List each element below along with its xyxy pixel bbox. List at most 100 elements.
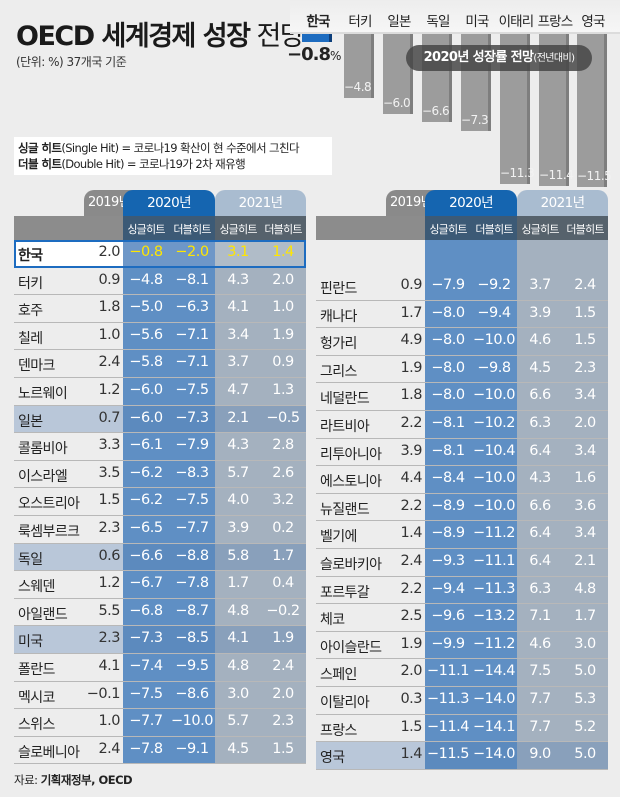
legend-double-term: 더블 히트 bbox=[18, 157, 62, 171]
value-2020-single: −6.0 bbox=[129, 409, 163, 426]
country-name: 뉴질랜드 bbox=[320, 501, 370, 518]
value-2020-double: −14.4 bbox=[473, 663, 515, 680]
value-2021-double: 1.7 bbox=[272, 547, 294, 564]
value-2021-double: 0.4 bbox=[272, 575, 294, 592]
subheader-single-2020: 싱글히트 bbox=[429, 223, 467, 236]
value-2020-single: −11.1 bbox=[427, 663, 469, 680]
value-2021-single: 7.1 bbox=[529, 608, 551, 625]
value-2020-single: −8.4 bbox=[431, 470, 465, 487]
value-2020-double: −10.0 bbox=[171, 713, 213, 730]
value-2019: 1.2 bbox=[98, 575, 120, 592]
table-rows: 핀란드 0.9 −7.9 −9.2 3.7 2.4 캐나다 1.7 −8.0 −9… bbox=[316, 240, 608, 770]
value-2021-single: 6.6 bbox=[529, 497, 551, 514]
value-2020-double: −11.3 bbox=[473, 580, 515, 597]
value-2019: 2.2 bbox=[400, 414, 422, 431]
value-2020-double: −14.1 bbox=[473, 718, 515, 735]
table-row: 스웨덴 1.2 −6.7 −7.8 1.7 0.4 bbox=[14, 571, 306, 599]
bar-label: 이태리 bbox=[498, 14, 535, 30]
value-2020-double: −7.5 bbox=[175, 492, 209, 509]
value-2020-double: −10.0 bbox=[473, 387, 515, 404]
table-row: 라트비아 2.2 −8.1 −10.2 6.3 2.0 bbox=[316, 411, 608, 439]
value-2020-single: −9.3 bbox=[431, 552, 465, 569]
value-2019: 1.8 bbox=[400, 387, 422, 404]
value-2020-single: −11.3 bbox=[427, 690, 469, 707]
table-row: 폴란드 4.1 −7.4 −9.5 4.8 2.4 bbox=[14, 654, 306, 682]
value-2021-double: −0.2 bbox=[266, 602, 300, 619]
country-name: 네덜란드 bbox=[320, 391, 370, 408]
value-2021-single: 3.7 bbox=[529, 277, 551, 293]
value-2021-double: 0.9 bbox=[272, 354, 294, 371]
table-row: 영국 1.4 −11.5 −14.0 9.0 5.0 bbox=[316, 742, 608, 770]
table-row: 미국 2.3 −7.3 −8.5 4.1 1.9 bbox=[14, 626, 306, 654]
korea-value-number: −0.8 bbox=[287, 44, 331, 65]
value-2020-single: −8.0 bbox=[431, 304, 465, 321]
bar-chart-header bbox=[290, 0, 620, 34]
value-2019: 1.5 bbox=[98, 492, 120, 509]
value-2020-single: −6.1 bbox=[129, 437, 163, 454]
legend-single-desc: (Single Hit) = 코로나19 확산이 현 수준에서 그친다 bbox=[61, 141, 299, 155]
value-2020-double: −9.5 bbox=[175, 657, 209, 674]
table-row: 노르웨이 1.2 −6.0 −7.5 4.7 1.3 bbox=[14, 378, 306, 406]
value-2021-single: 4.3 bbox=[227, 271, 249, 288]
country-name: 터키 bbox=[18, 275, 43, 292]
table-row: 룩셈부르크 2.3 −6.5 −7.7 3.9 0.2 bbox=[14, 516, 306, 544]
value-2021-double: 2.4 bbox=[574, 277, 596, 293]
table-row: 에스토니아 4.4 −8.4 −10.0 4.3 1.6 bbox=[316, 466, 608, 494]
value-2020-single: −6.5 bbox=[129, 519, 163, 536]
value-2021-single: 3.1 bbox=[227, 244, 249, 260]
table-row: 리투아니아 3.9 −8.1 −10.4 6.4 3.4 bbox=[316, 439, 608, 467]
value-2020-double: −8.8 bbox=[175, 547, 209, 564]
value-2020-single: −6.2 bbox=[129, 464, 163, 481]
header-2020: 2020년 bbox=[425, 190, 517, 216]
table-spacer bbox=[316, 240, 608, 273]
value-2020-single: −8.1 bbox=[431, 414, 465, 431]
country-name: 한국 bbox=[18, 248, 43, 264]
value-2020-single: −7.3 bbox=[129, 630, 163, 647]
table-row: 아이슬란드 1.9 −9.9 −11.2 4.6 3.0 bbox=[316, 632, 608, 660]
value-2019: 4.9 bbox=[400, 332, 422, 349]
value-2021-double: 0.2 bbox=[272, 519, 294, 536]
value-2021-double: 3.4 bbox=[574, 387, 596, 404]
value-2019: 3.3 bbox=[98, 437, 120, 454]
value-2020-double: −8.7 bbox=[175, 602, 209, 619]
value-2021-double: 5.0 bbox=[574, 663, 596, 680]
value-2021-double: 2.6 bbox=[272, 464, 294, 481]
value-2021-single: 1.7 bbox=[227, 575, 249, 592]
value-2020-single: −8.1 bbox=[431, 442, 465, 459]
korea-2020-bg bbox=[123, 242, 215, 266]
value-2021-double: 2.4 bbox=[272, 657, 294, 674]
country-name: 독일 bbox=[18, 551, 43, 568]
value-2020-single: −5.0 bbox=[129, 299, 163, 316]
country-name: 슬로바키아 bbox=[320, 556, 382, 573]
value-2020-double: −11.2 bbox=[473, 525, 515, 542]
value-2020-single: −5.6 bbox=[129, 326, 163, 343]
table-row: 칠레 1.0 −5.6 −7.1 3.4 1.9 bbox=[14, 323, 306, 351]
value-2020-single: −7.9 bbox=[431, 277, 465, 293]
table-row: 호주 1.8 −5.0 −6.3 4.1 1.0 bbox=[14, 295, 306, 323]
value-2020-double: −8.1 bbox=[175, 271, 209, 288]
value-2021-double: 2.8 bbox=[272, 437, 294, 454]
table-row: 네덜란드 1.8 −8.0 −10.0 6.6 3.4 bbox=[316, 383, 608, 411]
country-name: 룩셈부르크 bbox=[18, 523, 80, 540]
table-row: 뉴질랜드 2.2 −8.9 −10.0 6.6 3.6 bbox=[316, 494, 608, 522]
column-2021-bg bbox=[215, 240, 306, 765]
value-2021-single: 4.6 bbox=[529, 635, 551, 652]
value-2019: 1.7 bbox=[400, 304, 422, 321]
value-2019: 1.5 bbox=[400, 718, 422, 735]
value-2021-double: 1.5 bbox=[574, 332, 596, 349]
value-2019: 0.6 bbox=[98, 547, 120, 564]
table-row: 캐나다 1.7 −8.0 −9.4 3.9 1.5 bbox=[316, 301, 608, 329]
value-2020-double: −7.7 bbox=[175, 519, 209, 536]
value-2021-double: 5.0 bbox=[574, 746, 596, 763]
value-2020-single: −7.5 bbox=[129, 685, 163, 702]
country-name: 멕시코 bbox=[18, 689, 55, 706]
value-2020-single: −0.8 bbox=[129, 244, 163, 260]
header-2021: 2021년 bbox=[215, 190, 306, 216]
legend-double: 더블 히트(Double Hit) = 코로나19가 2차 재유행 bbox=[18, 156, 328, 172]
value-2021-single: 6.6 bbox=[529, 387, 551, 404]
subheader-2021 bbox=[517, 216, 608, 240]
value-2021-double: 1.3 bbox=[272, 381, 294, 398]
subheader-double-2021: 더블히트 bbox=[264, 223, 302, 236]
country-name: 덴마크 bbox=[18, 358, 55, 375]
table-row: 체코 2.5 −9.6 −13.2 7.1 1.7 bbox=[316, 604, 608, 632]
